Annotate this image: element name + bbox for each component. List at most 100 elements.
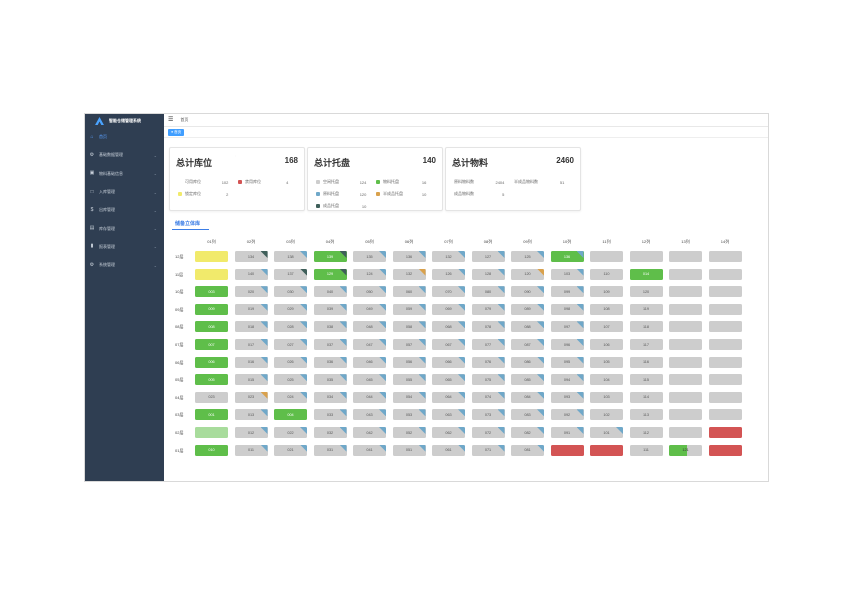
storage-location[interactable]: 040 bbox=[313, 286, 347, 298]
storage-location[interactable]: 139 bbox=[313, 251, 347, 262]
storage-location[interactable]: 066 bbox=[432, 356, 465, 368]
sidebar-item-0[interactable]: ⌂ 首页 bbox=[85, 128, 164, 146]
storage-location[interactable] bbox=[708, 427, 742, 438]
storage-location[interactable] bbox=[590, 251, 623, 262]
warehouse-title[interactable]: 储备立体库 bbox=[175, 221, 201, 227]
storage-location[interactable]: 082 bbox=[511, 427, 544, 438]
storage-location[interactable] bbox=[669, 286, 702, 298]
storage-location[interactable]: 056 bbox=[392, 356, 426, 368]
storage-location[interactable] bbox=[669, 356, 702, 368]
storage-location[interactable]: 108 bbox=[590, 303, 623, 315]
storage-location[interactable]: 042 bbox=[353, 427, 386, 438]
storage-location[interactable]: 033 bbox=[313, 409, 347, 421]
storage-location[interactable] bbox=[195, 427, 228, 438]
storage-location[interactable]: 136 bbox=[550, 251, 584, 262]
storage-location[interactable]: 076 bbox=[471, 356, 505, 368]
storage-location[interactable]: 092 bbox=[550, 409, 584, 421]
storage-location[interactable]: 063 bbox=[432, 409, 465, 421]
storage-location[interactable]: 106 bbox=[590, 339, 623, 350]
storage-location[interactable]: 109 bbox=[590, 286, 623, 298]
storage-location[interactable]: 027 bbox=[274, 339, 307, 350]
storage-location[interactable]: 039 bbox=[313, 303, 347, 315]
storage-location[interactable]: 031 bbox=[313, 444, 347, 456]
storage-location[interactable]: 135 bbox=[353, 251, 386, 262]
storage-location[interactable]: 140 bbox=[234, 268, 268, 280]
storage-location[interactable]: 016 bbox=[234, 356, 268, 368]
storage-location[interactable]: 091 bbox=[550, 427, 584, 438]
storage-location[interactable] bbox=[708, 286, 742, 298]
storage-location[interactable]: 036 bbox=[313, 356, 347, 368]
storage-location[interactable] bbox=[708, 374, 742, 386]
storage-location[interactable]: 065 bbox=[432, 374, 465, 386]
storage-location[interactable]: 105 bbox=[590, 356, 623, 368]
storage-location[interactable]: 137 bbox=[274, 268, 307, 280]
storage-location[interactable] bbox=[669, 339, 702, 350]
storage-location[interactable]: 047 bbox=[353, 339, 386, 350]
storage-location[interactable]: 035 bbox=[313, 374, 347, 386]
storage-location[interactable]: 034 bbox=[313, 391, 347, 403]
storage-location[interactable]: 126 bbox=[432, 268, 465, 280]
storage-location[interactable] bbox=[629, 251, 663, 262]
storage-location[interactable]: 136 bbox=[392, 251, 426, 262]
storage-location[interactable]: 017 bbox=[234, 339, 268, 350]
storage-location[interactable]: 087 bbox=[511, 339, 544, 350]
storage-location[interactable]: 028 bbox=[274, 321, 307, 333]
storage-location[interactable] bbox=[708, 303, 742, 315]
storage-location[interactable]: 103 bbox=[590, 391, 623, 403]
storage-location[interactable]: 086 bbox=[511, 356, 544, 368]
storage-location[interactable]: 044 bbox=[353, 391, 386, 403]
storage-location[interactable] bbox=[669, 391, 702, 403]
storage-location[interactable]: 006 bbox=[195, 356, 228, 368]
storage-location[interactable] bbox=[708, 251, 742, 262]
storage-location[interactable]: 060 bbox=[392, 286, 426, 298]
storage-location[interactable]: 052 bbox=[392, 427, 426, 438]
storage-location[interactable]: 120 bbox=[629, 286, 663, 298]
storage-location[interactable]: 128 bbox=[471, 268, 505, 280]
storage-location[interactable]: 041 bbox=[353, 444, 386, 456]
storage-location[interactable]: 129 bbox=[313, 268, 347, 280]
storage-location[interactable]: 048 bbox=[353, 321, 386, 333]
storage-location[interactable]: 118 bbox=[629, 321, 663, 333]
storage-location[interactable]: 116 bbox=[629, 356, 663, 368]
storage-location[interactable] bbox=[669, 374, 702, 386]
storage-location[interactable]: 043 bbox=[353, 409, 386, 421]
storage-location[interactable]: 054 bbox=[392, 391, 426, 403]
sidebar-item-3[interactable]: □ 入库管理 ⌄ bbox=[85, 183, 164, 201]
storage-location[interactable]: 024 bbox=[274, 391, 307, 403]
storage-location[interactable]: 113 bbox=[629, 409, 663, 421]
storage-location[interactable]: 037 bbox=[313, 339, 347, 350]
storage-location[interactable]: 015 bbox=[234, 374, 268, 386]
storage-location[interactable]: 114 bbox=[629, 391, 663, 403]
storage-location[interactable]: 074 bbox=[471, 391, 505, 403]
storage-location[interactable]: 121 bbox=[669, 444, 702, 456]
storage-location[interactable]: 095 bbox=[550, 356, 584, 368]
storage-location[interactable]: 045 bbox=[353, 374, 386, 386]
storage-location[interactable]: 075 bbox=[471, 374, 505, 386]
storage-location[interactable]: 053 bbox=[392, 409, 426, 421]
storage-location[interactable]: 084 bbox=[511, 391, 544, 403]
storage-location[interactable]: 046 bbox=[353, 356, 386, 368]
storage-location[interactable]: 029 bbox=[274, 303, 307, 315]
storage-location[interactable]: 127 bbox=[471, 251, 505, 262]
storage-location[interactable]: 119 bbox=[629, 303, 663, 315]
storage-location[interactable]: 110 bbox=[590, 268, 623, 280]
storage-location[interactable]: 089 bbox=[511, 303, 544, 315]
storage-location[interactable]: 069 bbox=[432, 303, 465, 315]
storage-location[interactable]: 107 bbox=[590, 321, 623, 333]
sidebar-item-1[interactable]: ⚙ 基础数据管理 ⌄ bbox=[85, 146, 164, 164]
storage-location[interactable]: 102 bbox=[590, 409, 623, 421]
storage-location[interactable]: 081 bbox=[511, 444, 544, 456]
storage-location[interactable]: 021 bbox=[274, 444, 307, 456]
sidebar-item-7[interactable]: ⚙ 系统管理 ⌄ bbox=[85, 256, 164, 274]
storage-location[interactable] bbox=[669, 251, 702, 262]
breadcrumb[interactable]: 首页 bbox=[180, 117, 189, 122]
storage-location[interactable]: 004 bbox=[274, 409, 307, 421]
storage-location[interactable] bbox=[708, 268, 742, 280]
storage-location[interactable]: 112 bbox=[629, 427, 663, 438]
storage-location[interactable]: 050 bbox=[353, 286, 386, 298]
storage-location[interactable]: 085 bbox=[511, 374, 544, 386]
storage-location[interactable]: 099 bbox=[550, 286, 584, 298]
storage-location[interactable]: 003 bbox=[195, 286, 228, 298]
storage-location[interactable]: 051 bbox=[392, 444, 426, 456]
storage-location[interactable]: 038 bbox=[313, 321, 347, 333]
